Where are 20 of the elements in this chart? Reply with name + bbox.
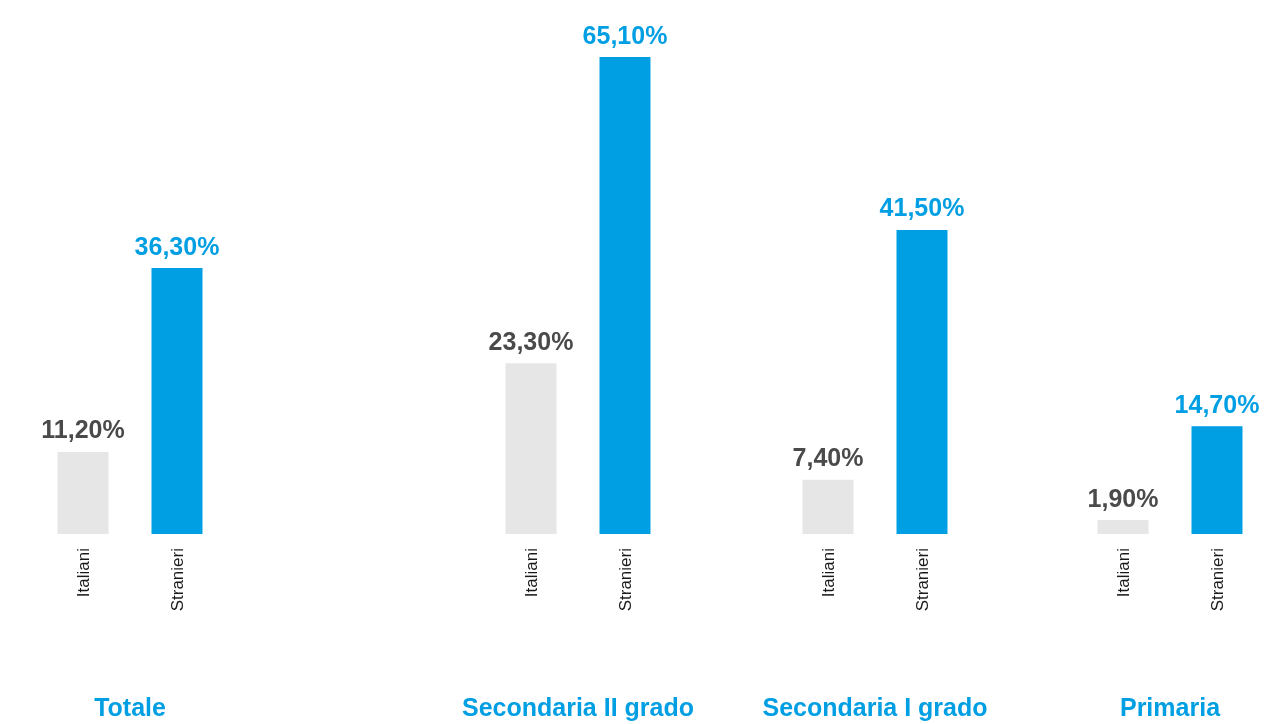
data-label: 11,20%	[41, 415, 125, 444]
data-label: 7,40%	[792, 443, 864, 472]
x-tick-label: Italiani	[521, 548, 541, 598]
data-label: 41,50%	[879, 193, 965, 222]
x-tick-label: Italiani	[818, 548, 838, 598]
x-tick-label: Stranieri	[912, 548, 932, 612]
x-tick-label: Stranieri	[167, 548, 187, 612]
data-label: 36,30%	[134, 231, 220, 260]
x-tick-label: Stranieri	[615, 548, 635, 612]
data-label: 23,30%	[488, 326, 574, 355]
data-label: 1,90%	[1087, 483, 1159, 512]
x-axis-title: Secondaria I grado	[762, 692, 988, 721]
data-label: 14,70%	[1174, 389, 1260, 418]
x-tick-label: Stranieri	[1207, 548, 1227, 612]
x-axis-title: Secondaria II grado	[461, 692, 695, 721]
x-axis-title: Primaria	[1119, 692, 1222, 721]
x-axis-title: Totale	[94, 692, 166, 721]
data-label: 65,10%	[582, 20, 668, 49]
x-tick-label: Italiani	[73, 548, 93, 598]
x-tick-label: Italiani	[1113, 548, 1133, 598]
